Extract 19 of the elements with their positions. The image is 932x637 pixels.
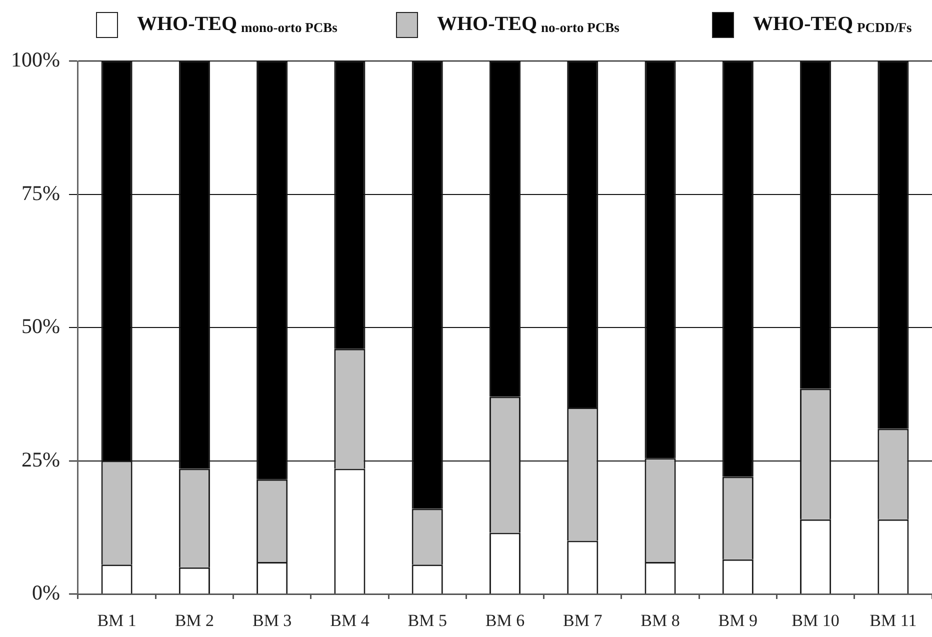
y-tick-label: 100% <box>10 48 60 72</box>
x-tick-label: BM 8 <box>640 610 680 630</box>
x-tick-label: BM 11 <box>870 610 917 630</box>
y-tick-label: 0% <box>32 580 60 605</box>
legend-label: WHO-TEQ$_{mono-orto PCBs}$ <box>137 13 338 36</box>
x-tick-label: BM 3 <box>252 610 292 630</box>
legend-label: WHO-TEQ$_{no-orto PCBs}$ <box>437 13 620 36</box>
y-tick-label: 50% <box>21 314 60 338</box>
x-tick-label: BM 9 <box>718 610 758 630</box>
x-tick-label: BM 4 <box>330 610 370 630</box>
x-tick-label: BM 7 <box>563 610 603 630</box>
y-tick-label: 75% <box>21 180 60 205</box>
x-tick-label: BM 6 <box>485 610 525 630</box>
x-tick-label: BM 2 <box>174 610 214 630</box>
legend-label: WHO-TEQ$_{PCDD/Fs}$ <box>753 13 912 36</box>
x-tick-label: BM 5 <box>408 610 447 630</box>
x-tick-label: BM 1 <box>97 610 136 630</box>
x-tick-label: BM 10 <box>792 610 840 630</box>
y-tick-label: 25% <box>21 447 60 472</box>
